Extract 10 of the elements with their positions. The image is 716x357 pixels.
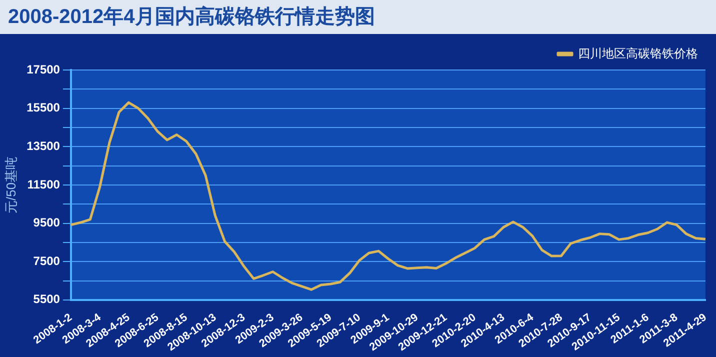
chart-title: 2008-2012年4月国内高碳铬铁行情走势图	[0, 0, 716, 34]
y-tick-label: 11500	[27, 177, 60, 192]
y-tick-label: 7500	[33, 254, 60, 268]
y-tick-label: 15500	[26, 100, 60, 115]
legend-label: 四川地区高碳铬铁价格	[578, 46, 698, 60]
y-tick-label: 5500	[33, 292, 60, 306]
y-tick-label: 13500	[26, 138, 60, 153]
y-axis-title: 元/50基吨	[3, 156, 18, 214]
y-tick-label: 9500	[33, 216, 60, 230]
y-tick-label: 17500	[26, 62, 60, 76]
